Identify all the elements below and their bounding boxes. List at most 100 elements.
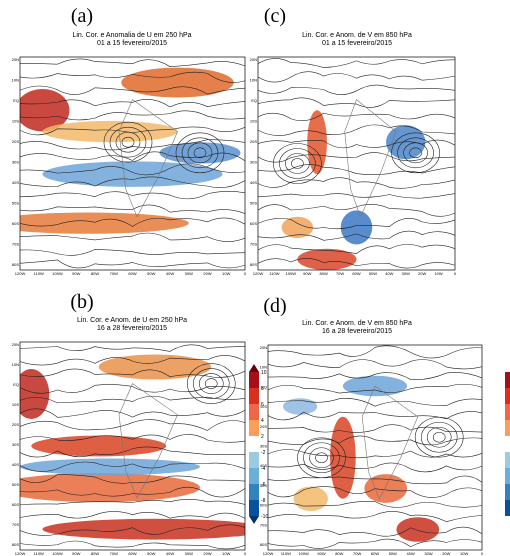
lon-label: 60W [128,551,136,556]
streamline [20,511,245,519]
panel-title: Lin. Cor. e Anomalia de U em 250 hPa [72,32,191,39]
panel-letter: (b) [70,291,93,313]
lon-label: 10W [460,551,468,556]
colorbar-label: 10 [261,370,267,376]
streamline [20,368,245,378]
anomaly [20,369,50,419]
lat-label: 40S [250,180,257,185]
lon-label: 40W [166,551,174,556]
lat-label: 20S [250,139,257,144]
map-frame [19,341,246,551]
anomaly [297,248,357,270]
colorbar-sliver [505,404,510,420]
anomaly [42,120,178,143]
colorbar-sliver [505,452,510,468]
lat-label: 60S [260,503,267,508]
lon-label: 60W [128,271,136,276]
vortex [420,421,458,453]
vortex [121,136,135,148]
vortex [291,158,304,169]
map [258,57,455,270]
panel-letter: (d) [263,295,286,317]
lat-label: 30S [260,444,267,449]
streamline [268,511,482,522]
anomaly [364,474,408,503]
lon-label: 110W [34,551,44,556]
colorbar-label: 6 [261,402,264,408]
lon-label: 90W [72,271,80,276]
lon-label: 20W [418,271,426,276]
colorbar-sliver [505,420,510,436]
vortex [285,153,310,174]
lat-label: 80S [250,262,257,267]
lon-label: 40W [407,551,415,556]
streamline [258,112,455,122]
lat-label: 50S [12,201,19,206]
panel-title: 01 a 15 fevereiro/2015 [322,40,392,47]
lon-label: 70W [110,271,118,276]
coastline [118,383,178,499]
streamline [20,355,245,366]
lat-label: 80S [12,262,19,267]
streamline [20,344,245,352]
lon-label: 80W [335,551,343,556]
panel-title: Lin. Cor. e Anom. de V em 850 hPa [302,320,412,327]
colorbar-sliver [505,372,510,388]
map [20,342,245,550]
lon-label: 50W [147,551,155,556]
streamline [258,177,455,189]
colorbar-sliver [505,436,510,452]
streamline [20,408,245,418]
lon-label: 120W [15,551,26,556]
streamline [20,176,245,188]
coastline [361,385,419,500]
colorbar-segment [249,388,259,404]
colorbar-label: 2 [261,434,264,440]
streamline [20,85,245,95]
lon-label: 100W [52,551,63,556]
anomaly [121,67,234,98]
lat-label: 80S [260,542,267,547]
lat-label: EQ [13,98,19,103]
vortex [103,121,153,163]
colorbar-label: -6 [261,482,266,488]
lon-label: 10W [222,551,230,556]
streamline [20,486,245,498]
colorbar-cap [249,516,259,524]
streamline [20,499,245,505]
anomaly [293,486,328,512]
lat-label: 20S [12,139,19,144]
anomaly [20,88,70,132]
vortex [309,447,334,469]
streamline [20,249,245,256]
lat-label: 10S [250,119,257,124]
lon-label: 30W [185,551,193,556]
streamline [268,538,482,549]
colorbar-label: 8 [261,386,264,392]
map-frame [267,344,483,551]
vortex [391,132,440,174]
colorbar-segment [249,372,259,388]
vortex [315,452,328,464]
colorbar-label: 4 [261,418,264,424]
vortex [279,148,316,179]
anomaly [159,142,241,164]
anomaly [20,458,200,476]
colorbar-segment [249,468,259,484]
lat-label: EQ [13,382,19,387]
streamline [268,383,482,394]
lon-label: 30W [185,271,193,276]
panel-title: 16 a 28 fevereiro/2015 [322,328,392,335]
panel-title: 16 a 28 fevereiro/2015 [97,325,167,332]
streamline [258,71,455,83]
streamline [268,424,482,433]
lat-label: 30S [12,160,19,165]
streamline [20,204,245,214]
anomaly [282,398,318,415]
lon-label: 120W [15,271,26,276]
lon-label: 0 [244,271,247,276]
lat-label: 70S [250,242,257,247]
lat-label: EQ [261,384,267,389]
lon-label: 30W [424,551,432,556]
lon-label: 50W [147,271,155,276]
